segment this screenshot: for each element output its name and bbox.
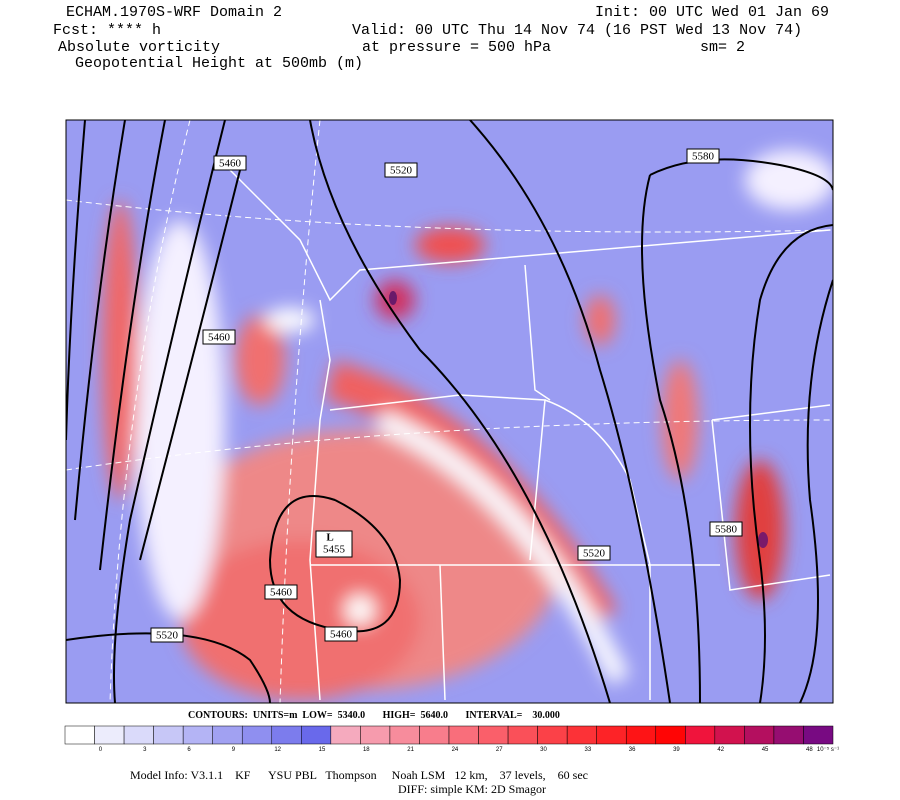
colorbar-label: 42 — [717, 747, 724, 753]
model-title: ECHAM.1970S-WRF Domain 2 — [66, 4, 282, 21]
colorbar-cell — [94, 725, 125, 745]
contour-label-box — [324, 626, 358, 642]
colorbar-label: 39 — [673, 747, 680, 753]
contour-field: Geopotential Height at 500mb (m) — [75, 55, 363, 72]
map-frame — [65, 119, 834, 704]
colorbar-cell — [566, 725, 597, 745]
colorbar-cell — [448, 725, 479, 745]
colorbar-cell — [537, 725, 568, 745]
pressure-level: at pressure = 500 hPa — [362, 39, 551, 56]
colorbar-label: 27 — [496, 747, 503, 753]
colorbar-cell — [596, 725, 627, 745]
model-info: Model Info: V3.1.1 KF YSU PBL Thompson N… — [130, 768, 588, 782]
init-time: Init: 00 UTC Wed 01 Jan 69 — [595, 4, 829, 21]
colorbar-label: 45 — [762, 747, 769, 753]
colorbar-label: 30 — [540, 747, 547, 753]
colorbar-cell — [241, 725, 273, 745]
colorbar-label: 24 — [452, 747, 459, 753]
contour-label-box — [150, 627, 184, 643]
colorbar-cell — [419, 725, 450, 745]
contour-label-box — [709, 521, 743, 537]
contour-label-box — [264, 584, 298, 600]
vorticity-max — [758, 532, 768, 548]
state-boundaries — [229, 169, 831, 701]
vorticity-field — [102, 150, 833, 700]
field-name: Absolute vorticity — [58, 39, 220, 56]
colorbar-cell — [153, 725, 184, 745]
colorbar-cell — [123, 725, 154, 745]
vorticity-max — [389, 291, 397, 305]
colorbar-cell — [773, 725, 804, 745]
contour-label: 5580 — [692, 151, 715, 163]
colorbar-label: 0 — [99, 747, 103, 753]
low-marker: L — [326, 532, 333, 544]
contour-label: 5460 — [208, 332, 231, 344]
contour-label: 5460 — [330, 629, 353, 641]
colorbar-label: 3 — [143, 747, 147, 753]
colorbar-cell — [478, 725, 509, 745]
contour-label: 5520 — [390, 165, 413, 177]
valid-time: Valid: 00 UTC Thu 14 Nov 74 (16 PST Wed … — [352, 22, 802, 39]
contour-label: 5520 — [156, 630, 179, 642]
contour-label: 5580 — [715, 524, 738, 536]
map — [66, 120, 833, 703]
colorbar-label: 21 — [407, 747, 414, 753]
colorbar-label: 48 — [806, 747, 813, 753]
forecast-hour: Fcst: **** h — [53, 22, 161, 39]
colorbar-cell — [271, 725, 302, 745]
low-box — [315, 530, 353, 558]
colorbar-label: 9 — [232, 747, 236, 753]
colorbar-cell — [685, 725, 716, 745]
lat-lon-lines — [66, 120, 833, 703]
colorbar-cell — [714, 725, 745, 745]
colorbar-label: 10⁻⁵ s⁻¹ — [817, 746, 839, 753]
colorbar-label: 18 — [363, 747, 370, 753]
colorbar-label: 15 — [319, 747, 326, 753]
contours-info: CONTOURS: UNITS=m LOW= 5340.0 HIGH= 5640… — [188, 710, 560, 721]
smoothing: sm= 2 — [700, 39, 745, 56]
colorbar-label: 33 — [584, 747, 591, 753]
contour-label: 5460 — [219, 158, 242, 170]
contour-label-box — [577, 545, 611, 561]
colorbar-cell — [803, 725, 834, 745]
colorbar-cell — [330, 725, 361, 745]
colorbar-cell — [744, 725, 775, 745]
colorbar: 0 3 6 9 12 15 18 21 24 27 30 33 36 39 42 45 48 10⁻⁵ s⁻¹ — [64, 725, 839, 753]
colorbar-cell — [655, 725, 686, 745]
colorbar-cell — [301, 725, 332, 745]
contour-label: 5520 — [583, 548, 606, 560]
colorbar-cell — [212, 725, 243, 745]
colorbar-label: 12 — [274, 747, 281, 753]
colorbar-cell — [625, 725, 657, 745]
colorbar-cell — [389, 725, 420, 745]
contour-label: 5460 — [270, 587, 293, 599]
colorbar-cell — [360, 725, 391, 745]
diff-info: DIFF: simple KM: 2D Smagor — [398, 782, 546, 796]
contour-labels: 5460 5520 5580 5460 5460 5460 5520 5520 5580 L545… — [150, 148, 743, 643]
contour-label-box — [384, 162, 418, 178]
colorbar-cell — [64, 725, 95, 745]
low-value: 5455 — [323, 544, 346, 556]
contour-label-box — [686, 148, 720, 164]
height-contours — [66, 120, 833, 703]
contour-label-box — [213, 155, 247, 171]
colorbar-label: 36 — [629, 747, 636, 753]
contour-label-box — [202, 329, 236, 345]
colorbar-cell — [507, 725, 538, 745]
colorbar-label: 6 — [187, 747, 191, 753]
colorbar-cell — [182, 725, 213, 745]
